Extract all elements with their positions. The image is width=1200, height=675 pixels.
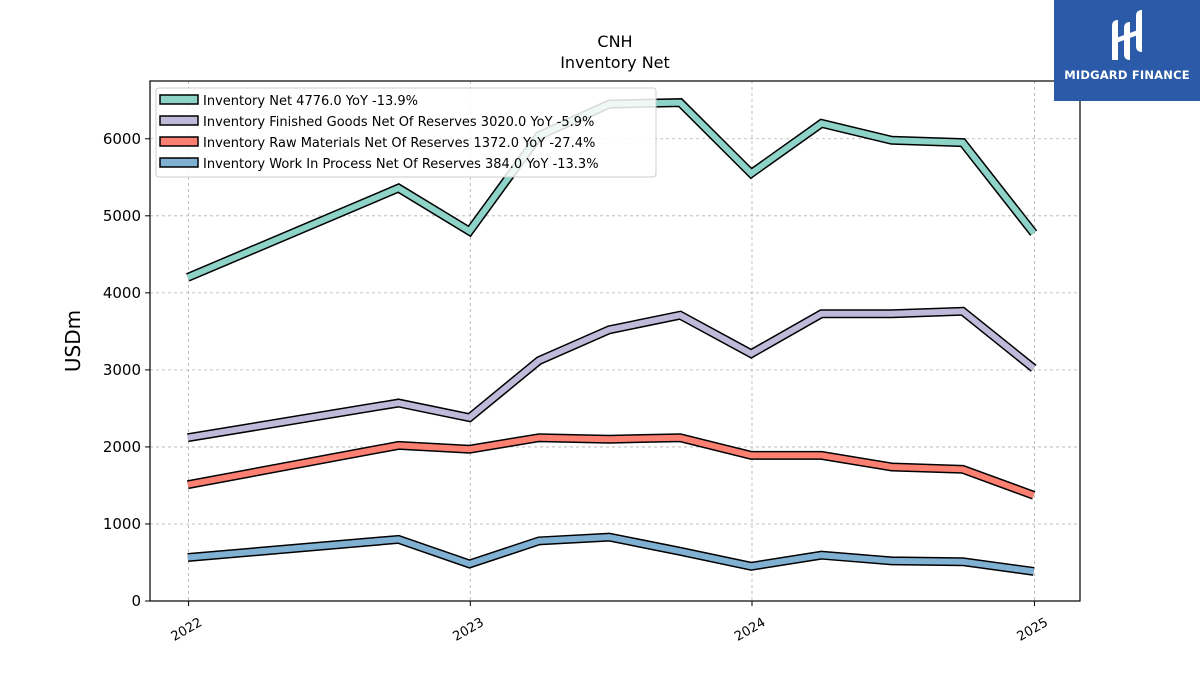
y-axis-ticks: 0 1000 2000 3000 4000 5000 6000	[103, 130, 150, 610]
y-tick-label: 5000	[103, 207, 141, 225]
logo-mark-icon	[1112, 10, 1142, 60]
series-line-3	[187, 534, 1035, 575]
y-axis-label: USDm	[61, 310, 85, 372]
series-lines	[186, 98, 1038, 576]
legend-entry: Inventory Work In Process Net Of Reserve…	[203, 157, 599, 172]
y-tick-label: 0	[131, 592, 141, 610]
legend: Inventory Net 4776.0 YoY -13.9% Inventory…	[155, 87, 657, 178]
x-axis-ticks: 2022 2023 2024 2025	[169, 601, 1051, 645]
logo-text: MIDGARD FINANCE	[1064, 68, 1190, 82]
legend-swatch	[159, 115, 199, 126]
x-tick-label: 2022	[169, 615, 205, 645]
series-line-1	[187, 308, 1036, 441]
series-line-0	[186, 99, 1037, 281]
series-line-2	[187, 434, 1035, 499]
chart-subtitle: Inventory Net	[560, 53, 670, 72]
chart-title: CNH	[597, 32, 632, 51]
legend-swatch	[159, 94, 199, 105]
legend-swatch	[159, 157, 199, 168]
legend-entry: Inventory Net 4776.0 YoY -13.9%	[203, 94, 418, 109]
y-tick-label: 1000	[103, 515, 141, 533]
x-tick-label: 2024	[732, 615, 768, 645]
brand-logo: MIDGARD FINANCE	[1054, 0, 1200, 101]
plot-frame	[149, 80, 1081, 602]
y-tick-label: 3000	[103, 361, 141, 379]
y-tick-label: 2000	[103, 438, 141, 456]
legend-swatch	[159, 136, 199, 147]
legend-entry: Inventory Finished Goods Net Of Reserves…	[203, 115, 594, 130]
x-tick-label: 2025	[1015, 615, 1051, 645]
y-tick-label: 6000	[103, 130, 141, 148]
legend-entry: Inventory Raw Materials Net Of Reserves …	[203, 136, 595, 151]
x-tick-label: 2023	[450, 615, 486, 645]
y-tick-label: 4000	[103, 284, 141, 302]
series-outline-3	[187, 532, 1035, 576]
legend-box	[155, 87, 657, 178]
